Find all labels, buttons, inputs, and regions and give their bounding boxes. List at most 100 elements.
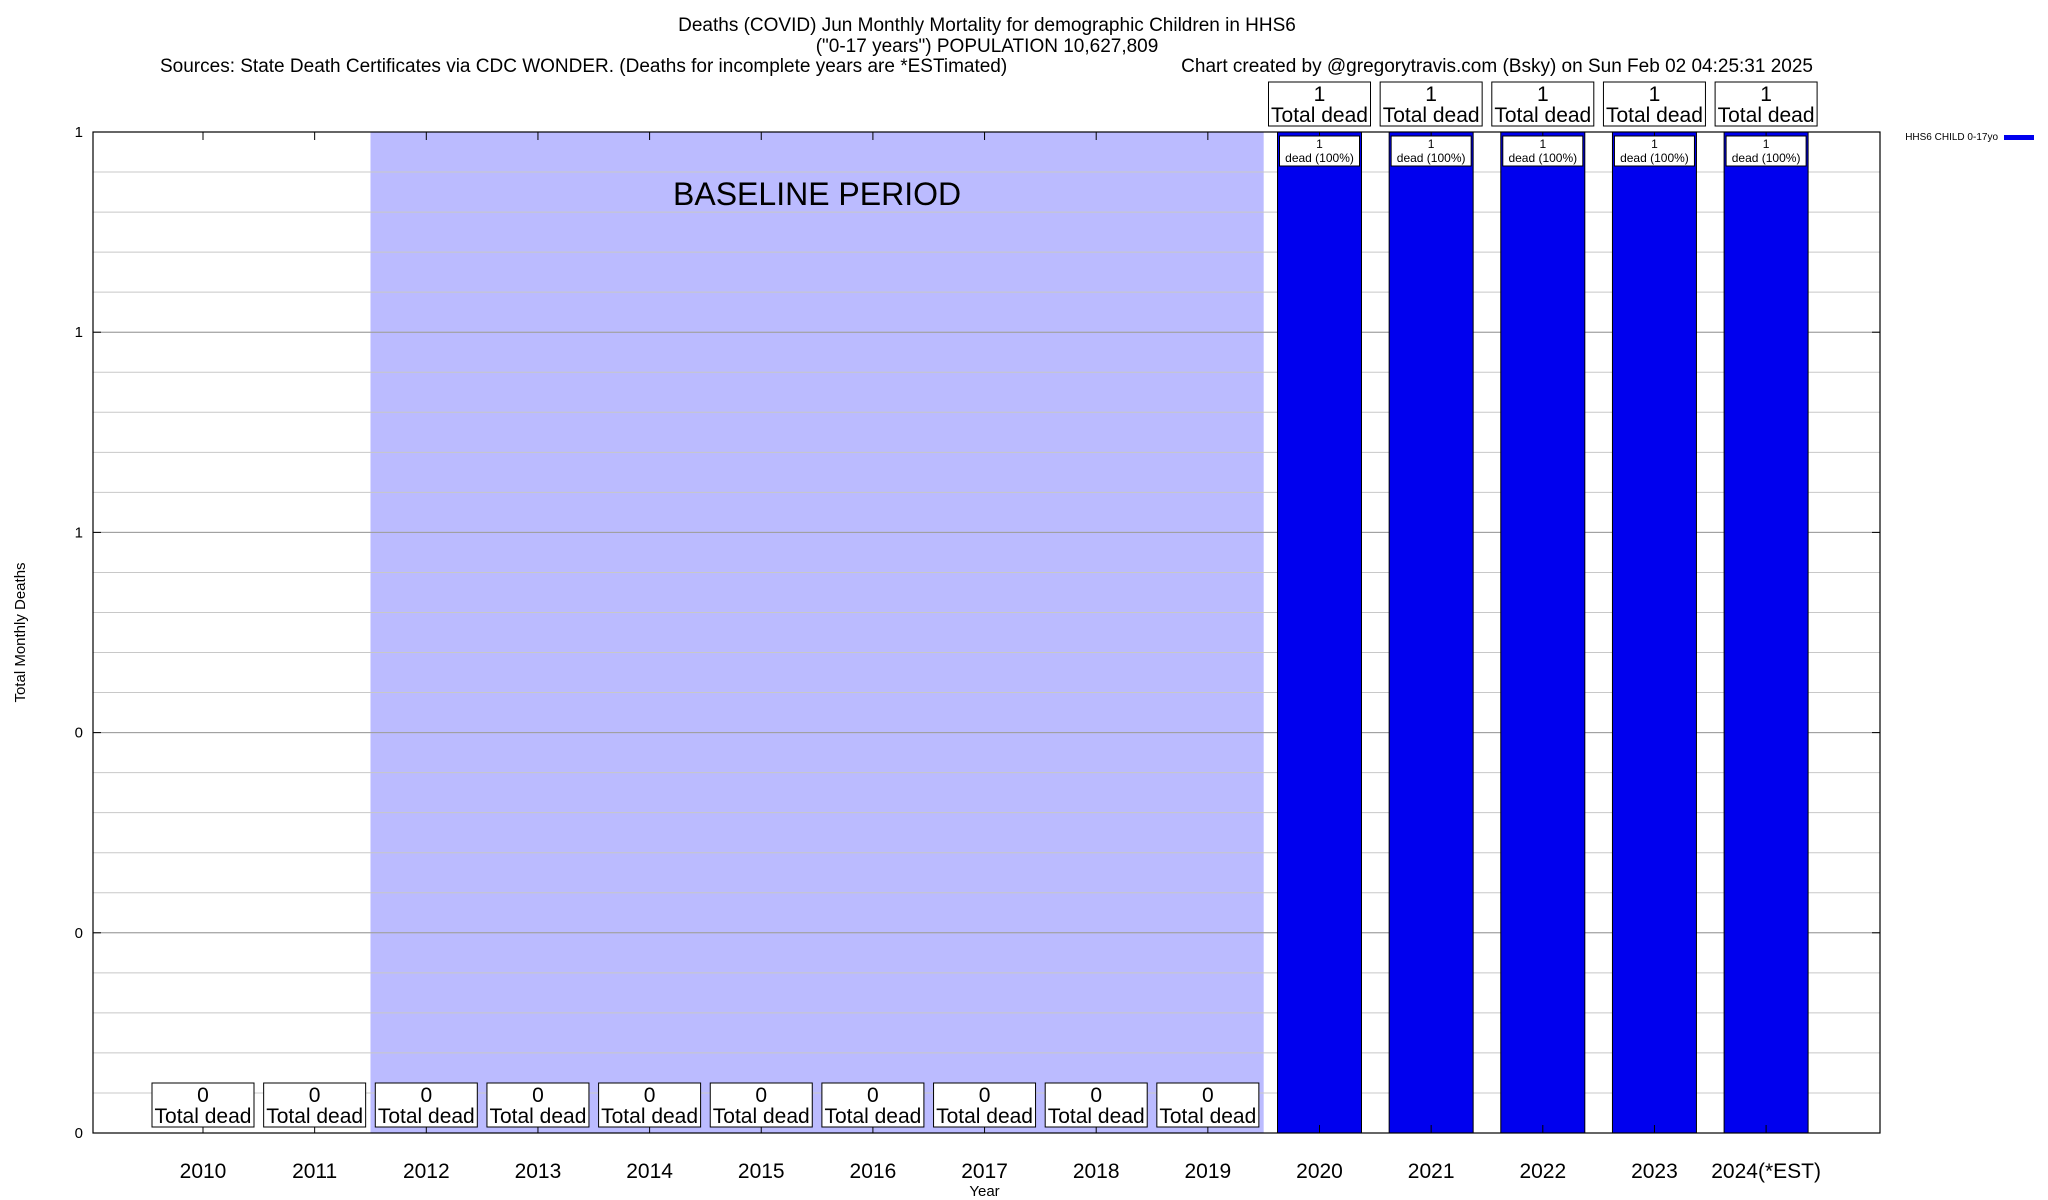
total-dead-box <box>1602 81 1706 127</box>
bar <box>1500 131 1586 1134</box>
total-dead-count: 0 <box>532 1084 544 1107</box>
y-tick-label: 1 <box>75 324 83 341</box>
inbar-label-text: dead (100%) <box>1508 151 1577 165</box>
x-tick-label: 2023 <box>1631 1160 1678 1183</box>
bar-group <box>199 131 1809 1134</box>
total-dead-count: 1 <box>1425 83 1437 106</box>
y-tick-label: 1 <box>75 524 83 541</box>
x-tick-label: 2022 <box>1519 1160 1566 1183</box>
x-tick-label: 2013 <box>515 1160 562 1183</box>
total-dead-box <box>1156 1082 1260 1128</box>
x-tick-label: 2020 <box>1296 1160 1343 1183</box>
x-tick-label: 2011 <box>292 1160 337 1183</box>
plot-frame <box>92 131 1881 1134</box>
total-dead-count: 1 <box>1649 83 1661 106</box>
total-dead-count: 0 <box>644 1084 656 1107</box>
y-tick-label: 1 <box>75 124 83 141</box>
x-tick-label: 2021 <box>1408 1160 1455 1183</box>
total-dead-suffix: Total dead <box>1048 1105 1145 1128</box>
inbar-label-text: dead (100%) <box>1285 151 1354 165</box>
total-dead-suffix: Total dead <box>1718 104 1815 127</box>
inbar-label-box <box>1279 135 1360 167</box>
bar <box>1611 131 1697 1134</box>
total-dead-box <box>1714 81 1818 127</box>
y-tick-label: 0 <box>75 1125 83 1142</box>
chart-sources: Sources: State Death Certificates via CD… <box>160 56 1007 77</box>
inbar-label-box <box>1725 135 1807 167</box>
total-dead-suffix: Total dead <box>1606 104 1703 127</box>
chart-title: Deaths (COVID) Jun Monthly Mortality for… <box>678 15 1296 36</box>
total-dead-suffix: Total dead <box>378 1105 475 1128</box>
total-dead-count: 0 <box>309 1084 321 1107</box>
total-dead-suffix: Total dead <box>1383 104 1480 127</box>
x-tick-label: 2010 <box>180 1160 227 1183</box>
total-dead-count: 1 <box>1314 83 1326 106</box>
baseline-period-label: BASELINE PERIOD <box>673 176 961 212</box>
total-dead-count: 0 <box>1090 1084 1102 1107</box>
x-tick-label: 2019 <box>1184 1160 1231 1183</box>
x-tick-label: 2012 <box>403 1160 450 1183</box>
total-dead-box <box>1044 1082 1148 1128</box>
inbar-label-box <box>1390 135 1472 167</box>
inbar-label-text: dead (100%) <box>1620 151 1689 165</box>
total-dead-suffix: Total dead <box>266 1105 363 1128</box>
legend: HHS6 CHILD 0-17yo <box>1905 132 2034 143</box>
x-tick-label: 2017 <box>961 1160 1008 1183</box>
inbar-label-count: 1 <box>1651 137 1658 151</box>
total-dead-suffix: Total dead <box>1494 104 1591 127</box>
legend-swatch <box>2004 135 2034 140</box>
x-tick-label: 2016 <box>850 1160 897 1183</box>
total-dead-count: 0 <box>1202 1084 1214 1107</box>
total-dead-count: 1 <box>1537 83 1549 106</box>
total-dead-box <box>1379 81 1483 127</box>
bar <box>1723 131 1809 1134</box>
baseline-period-group: BASELINE PERIOD <box>370 132 1264 1133</box>
bar <box>1277 131 1362 1134</box>
chart-subtitle: ("0-17 years") POPULATION 10,627,809 <box>816 36 1159 57</box>
baseline-period-shade <box>370 132 1264 1133</box>
total-dead-suffix: Total dead <box>489 1105 586 1128</box>
total-dead-box <box>598 1082 702 1128</box>
chart-credit: Chart created by @gregorytravis.com (Bsk… <box>1181 56 1813 77</box>
tick-group: 0 0 0 1 1 1 2010 2011 2012 2013 2014 2015 2016 2017 20… <box>75 124 1880 1183</box>
x-tick-label: 2015 <box>738 1160 785 1183</box>
total-dead-box <box>151 1082 255 1128</box>
y-tick-label: 0 <box>75 925 83 942</box>
total-dead-box <box>933 1082 1037 1128</box>
y-tick-label: 0 <box>75 725 83 742</box>
total-dead-count: 0 <box>979 1084 991 1107</box>
total-dead-box <box>486 1082 590 1128</box>
total-dead-count: 0 <box>420 1084 432 1107</box>
total-dead-box <box>1268 81 1371 127</box>
x-tick-label: 2018 <box>1073 1160 1120 1183</box>
total-dead-count: 0 <box>755 1084 767 1107</box>
total-dead-suffix: Total dead <box>824 1105 921 1128</box>
total-dead-box <box>709 1082 813 1128</box>
inbar-label-text: dead (100%) <box>1397 151 1466 165</box>
total-dead-box <box>263 1082 367 1128</box>
y-axis-title: Total Monthly Deaths <box>12 562 29 702</box>
legend-label: HHS6 CHILD 0-17yo <box>1905 132 1998 143</box>
bar <box>1388 131 1474 1134</box>
inbar-label-count: 1 <box>1316 137 1323 151</box>
total-dead-suffix: Total dead <box>1159 1105 1256 1128</box>
